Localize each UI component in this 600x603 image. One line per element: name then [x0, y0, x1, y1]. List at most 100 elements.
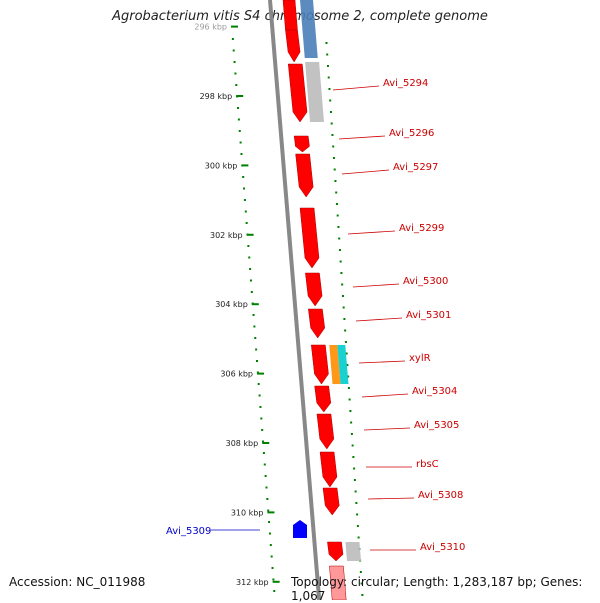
tick-label: 296 kbp: [194, 23, 227, 32]
gc-dot-outer: [348, 398, 351, 401]
gc-dot-outer: [327, 76, 330, 79]
gc-dot-inner: [239, 141, 242, 144]
gene-arrow: [322, 487, 340, 516]
gc-dot-inner: [249, 279, 252, 282]
leader-line: [361, 393, 409, 398]
gc-dot-outer: [352, 456, 355, 458]
gc-dot-inner: [256, 371, 259, 374]
gc-dot-inner: [259, 406, 262, 408]
gene-arrow: [314, 385, 332, 413]
gene-arrow: [295, 153, 314, 198]
rna-block-top: [300, 0, 318, 58]
gc-dot-inner: [249, 268, 252, 270]
gc-dot-outer: [344, 329, 347, 332]
leader-line: [338, 135, 386, 140]
gene-arrow-reverse: [293, 520, 307, 538]
orange-block: [329, 345, 341, 384]
gene-label-rbsc: rbsC: [416, 459, 439, 470]
gene-label-avi_5301: Avi_5301: [406, 310, 451, 321]
gc-dot-inner: [237, 107, 240, 109]
gc-dot-outer: [355, 502, 358, 504]
gc-dot-outer: [330, 122, 333, 125]
gc-dot-inner: [238, 130, 241, 132]
gene-arrow: [319, 451, 338, 488]
gc-dot-outer: [350, 433, 353, 435]
gene-arrow: [299, 207, 320, 269]
gc-dot-inner: [261, 429, 264, 431]
gene-arrow: [327, 541, 344, 562]
backbone-line: [268, 0, 322, 600]
gene-arrow: [316, 413, 335, 450]
tick-label: 302 kbp: [210, 231, 243, 240]
gc-dot-outer: [340, 272, 343, 274]
gc-dot-outer: [334, 180, 337, 182]
leader-line: [332, 85, 380, 91]
gc-dot-outer: [357, 536, 360, 539]
gene-label-avi_5309: Avi_5309: [166, 526, 211, 537]
gc-dot-inner: [262, 452, 265, 454]
gc-dot-outer: [344, 341, 347, 343]
gc-dot-outer: [347, 375, 350, 378]
gc-dot-inner: [243, 199, 246, 201]
gc-dot-inner: [255, 348, 258, 351]
gc-dot-outer: [341, 295, 344, 297]
pseudo-block-2: [345, 542, 362, 561]
gc-dot-outer: [329, 99, 332, 102]
gc-dot-inner: [258, 394, 261, 397]
gc-dot-inner: [264, 475, 267, 477]
tick-label: 310 kbp: [231, 508, 264, 517]
gc-dot-outer: [332, 145, 335, 148]
gene-arrow-top: [282, 0, 298, 31]
gc-dot-inner: [250, 291, 253, 293]
gc-dot-outer: [328, 88, 331, 90]
gc-dot-inner: [243, 187, 246, 190]
gc-dot-inner: [269, 544, 272, 546]
gc-dot-inner: [270, 555, 273, 558]
gc-dot-outer: [345, 352, 348, 355]
gene-labels: Avi_5294 Avi_5296 Avi_5297 Avi_5299 Avi_5300…: [166, 78, 465, 553]
leader-line: [352, 283, 400, 288]
tick-label: 308 kbp: [226, 439, 259, 448]
gc-dot-outer: [329, 111, 332, 113]
leader-line: [363, 427, 411, 431]
cyan-block: [337, 345, 349, 384]
gene-label-avi_5294: Avi_5294: [383, 78, 428, 89]
leader-line: [355, 317, 403, 322]
gc-dot-outer: [326, 65, 329, 67]
gene-arrow-top-2: [285, 29, 301, 63]
gene-label-xylr: xylR: [409, 353, 431, 364]
tick-marks: 296 kbp 298 kbp 300 kbp 302 kbp 304 kbp 306 k…: [194, 23, 280, 587]
gc-dot-outer: [337, 226, 340, 228]
gc-dot-outer: [335, 203, 338, 205]
gc-dot-outer: [325, 42, 328, 44]
gene-arrow: [287, 63, 308, 123]
gc-dot-inner: [242, 176, 245, 178]
gene-arrow-bottom: [329, 565, 347, 600]
gc-dot-inner: [267, 509, 270, 512]
gene-label-avi_5299: Avi_5299: [399, 223, 444, 234]
gc-dot-inner: [262, 440, 265, 443]
gene-label-avi_5300: Avi_5300: [403, 276, 448, 287]
gc-dot-outer: [360, 582, 363, 585]
gc-dot-inner: [247, 245, 250, 247]
gc-dot-inner: [232, 49, 235, 52]
gc-dot-outer: [338, 249, 341, 251]
gc-dot-outer: [354, 490, 357, 493]
backbone: [268, 0, 322, 600]
gc-dot-outer: [336, 214, 339, 217]
tick-label: 306 kbp: [220, 370, 253, 379]
gc-dot-inner: [268, 521, 271, 523]
gene-label-avi_5297: Avi_5297: [393, 162, 438, 173]
leader-line: [358, 360, 406, 364]
gc-dot-outer: [353, 479, 356, 481]
gene-arrow: [308, 308, 325, 339]
leader-line: [347, 230, 396, 235]
gene-label-avi_5296: Avi_5296: [389, 128, 434, 139]
tick-label: 300 kbp: [205, 161, 238, 170]
gc-dot-inner: [265, 486, 268, 489]
gc-dot-outer: [349, 410, 352, 412]
tick-label: 304 kbp: [215, 300, 248, 309]
gc-dot-outer: [347, 387, 350, 389]
gc-dot-outer: [343, 318, 346, 320]
